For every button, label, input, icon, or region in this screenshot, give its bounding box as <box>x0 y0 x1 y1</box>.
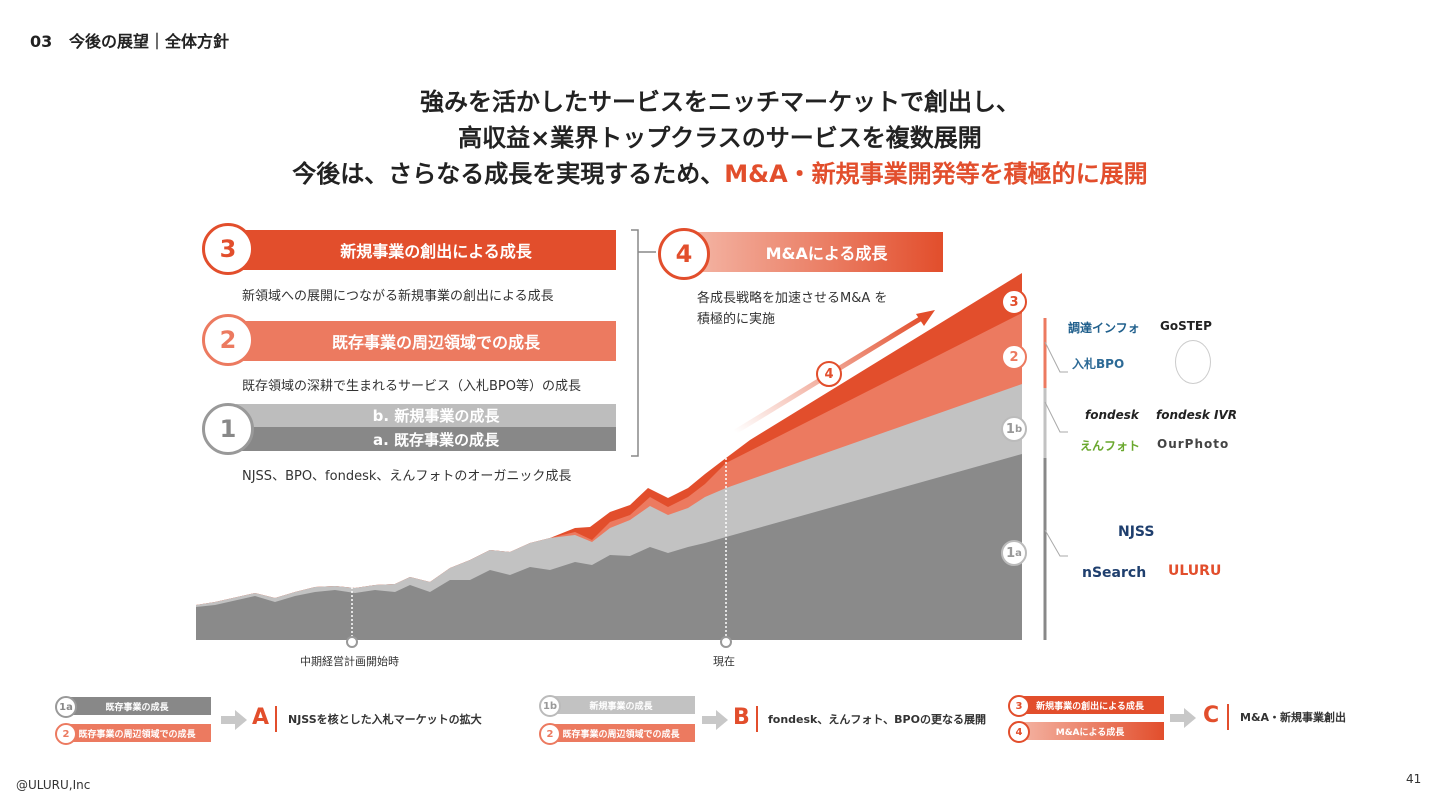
section-heading: 今後の展望｜全体方針 <box>68 32 229 51</box>
growth-2-label: 既存事業の周辺領域での成長 <box>331 333 540 352</box>
headline-line3-accent: M&A・新規事業開発等を積極的に展開 <box>724 160 1148 188</box>
growth-2-desc: 既存領域の深耕で生まれるサービス（入札BPO等）の成長 <box>242 379 581 394</box>
connector-2 <box>1044 341 1068 373</box>
connector-1b <box>1044 401 1068 433</box>
logo-fondesk-ivr: fondesk IVR <box>1156 408 1238 422</box>
legend-a-arrow-icon <box>221 710 247 730</box>
connector-1a <box>1044 529 1068 557</box>
growth-bracket <box>631 229 639 457</box>
growth-1a-label: a. 既存事業の成長 <box>372 430 500 449</box>
area-1a <box>196 454 1022 640</box>
logo-fondesk: fondesk <box>1085 408 1139 422</box>
growth-4-bar: M&Aによる成長 <box>690 232 943 272</box>
legend-b-circle1: 1b <box>539 695 561 717</box>
legend-b-arrow-icon <box>702 710 728 730</box>
section-number: 03 <box>30 32 53 51</box>
legend-c-circle1: 3 <box>1008 695 1030 717</box>
logo-enphoto: えんフォト <box>1080 439 1141 453</box>
headline-line1: 強みを活かしたサービスをニッチマーケットで創出し、 <box>420 88 1020 116</box>
headline-line3: 今後は、さらなる成長を実現するため、M&A・新規事業開発等を積極的に展開 <box>0 154 1440 189</box>
legend-b-text: fondesk、えんフォト、BPOの更なる展開 <box>768 713 986 726</box>
logo-nyusatsu-bpo: 入札BPO <box>1072 357 1125 371</box>
legend-a-letter: A <box>252 705 270 730</box>
growth-1a-bar: a. 既存事業の成長 <box>236 427 616 451</box>
chart-marker-1b-sub: b <box>1014 423 1023 435</box>
growth-1b-label: b. 新規事業の成長 <box>372 407 500 425</box>
logo-gostep: GoSTEP <box>1160 319 1212 333</box>
growth-4-label: M&Aによる成長 <box>765 244 888 263</box>
growth-1-desc: NJSS、BPO、fondesk、えんフォトのオーガニック成長 <box>242 469 572 484</box>
legend-a-circle1: 1a <box>55 696 77 718</box>
legend-a-bar1: 既存事業の成長 <box>63 697 211 715</box>
chart-marker-4: 4 <box>816 361 842 387</box>
legend-b-letter: B <box>733 705 750 730</box>
legend-c-bar2: M&Aによる成長 <box>1016 722 1164 740</box>
growth-3-circle: 3 <box>202 223 254 275</box>
chart-marker-1a-num: 1 <box>1006 545 1016 561</box>
legend-c-divider <box>1227 704 1229 730</box>
section-title: 03 今後の展望｜全体方針 <box>30 28 229 52</box>
growth-2-bar: 既存事業の周辺領域での成長 <box>236 321 616 361</box>
growth-1b-bar: b. 新規事業の成長 <box>236 404 616 427</box>
logo-njss: NJSS <box>1118 524 1155 540</box>
growth-4-circle: 4 <box>658 228 710 280</box>
growth-4-desc-line1: 各成長戦略を加速させるM&A を <box>697 291 888 306</box>
logo-mascot-icon <box>1175 340 1211 384</box>
legend-a-text: NJSSを核とした入札マーケットの拡大 <box>288 713 482 726</box>
chart-marker-1a-sub: a <box>1015 547 1022 559</box>
legend-c-text: M&A・新規事業創出 <box>1240 711 1347 724</box>
legend-b-divider <box>756 706 758 732</box>
headline-line2: 高収益×業界トップクラスのサービスを複数展開 <box>458 124 982 152</box>
footer-company: @ULURU,Inc <box>16 778 91 792</box>
growth-4-desc-line2: 積極的に実施 <box>697 312 776 327</box>
legend-b-bar2: 既存事業の周辺領域での成長 <box>547 724 695 742</box>
legend-c-bar1: 新規事業の創出による成長 <box>1016 696 1164 714</box>
growth-3-bar: 新規事業の創出による成長 <box>236 230 616 270</box>
legend-c-letter: C <box>1203 703 1220 728</box>
legend-c-arrow-icon <box>1170 708 1196 728</box>
chart-marker-2: 2 <box>1001 344 1027 370</box>
ma-arrow-head <box>916 310 935 326</box>
now-marker <box>720 636 732 648</box>
legend-a-divider <box>275 706 277 732</box>
now-label: 現在 <box>713 655 735 668</box>
legend-a-circle2: 2 <box>55 723 77 745</box>
start-label: 中期経営計画開始時 <box>300 655 399 668</box>
headline-line3-prefix: 今後は、さらなる成長を実現するため、 <box>292 160 725 188</box>
logo-ourphoto: OurPhoto <box>1157 437 1230 451</box>
start-marker <box>346 636 358 648</box>
logo-uluru: ULURU <box>1168 563 1222 579</box>
growth-3-label: 新規事業の創出による成長 <box>340 242 532 261</box>
legend-c-circle2: 4 <box>1008 721 1030 743</box>
legend-b-bar1: 新規事業の成長 <box>547 696 695 714</box>
legend-b-circle2: 2 <box>539 723 561 745</box>
page-number: 41 <box>1406 772 1422 786</box>
growth-1-circle: 1 <box>202 403 254 455</box>
logo-nsearch: nSearch <box>1082 565 1147 581</box>
growth-3-desc: 新領域への展開につながる新規事業の創出による成長 <box>242 289 554 304</box>
growth-2-circle: 2 <box>202 314 254 366</box>
chart-marker-3: 3 <box>1001 289 1027 315</box>
legend-a-bar2: 既存事業の周辺領域での成長 <box>63 724 211 742</box>
logo-chotatsu-info: 調達インフォ <box>1068 321 1140 335</box>
chart-marker-1b-num: 1 <box>1005 421 1015 437</box>
